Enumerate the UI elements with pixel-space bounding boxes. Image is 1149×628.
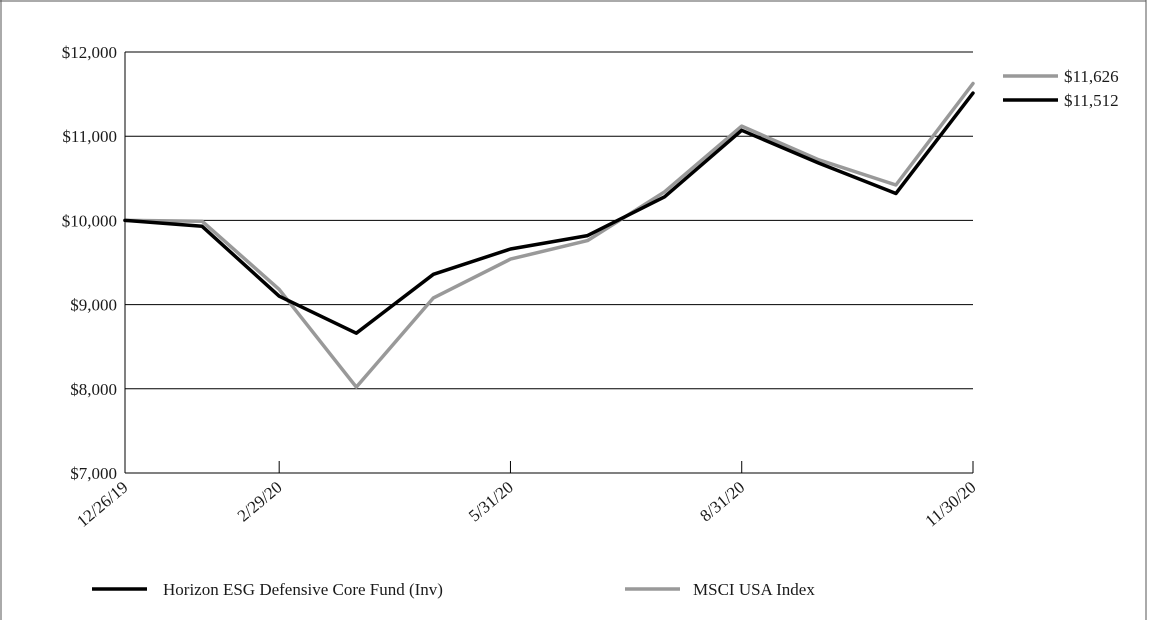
x-tick-label: 2/29/20 bbox=[234, 478, 286, 526]
x-tick-label: 8/31/20 bbox=[696, 478, 748, 526]
legend-label-horizon-esg-defensive-core-fund-inv: Horizon ESG Defensive Core Fund (Inv) bbox=[163, 580, 443, 599]
legend-label-msci-usa-index: MSCI USA Index bbox=[693, 580, 815, 599]
grid-lines bbox=[125, 51, 973, 390]
series-line-msci-usa-index bbox=[123, 81, 975, 389]
y-tick-label: $8,000 bbox=[70, 380, 117, 399]
series-lines bbox=[123, 81, 975, 389]
y-tick-label: $9,000 bbox=[70, 296, 117, 315]
y-tick-label: $11,000 bbox=[62, 127, 117, 146]
end-value-label: $11,626 bbox=[1064, 67, 1119, 86]
end-value-label: $11,512 bbox=[1064, 91, 1119, 110]
series-line-horizon-esg-defensive-core-fund-inv bbox=[123, 91, 975, 335]
axes: $7,000 $8,000 $9,000 $10,000 $11,000 $12,000 1… bbox=[62, 43, 980, 531]
end-labels: $11,626 $11,512 bbox=[1003, 67, 1119, 110]
x-tick-label: 12/26/19 bbox=[73, 478, 132, 531]
x-tick-label: 5/31/20 bbox=[465, 478, 517, 526]
x-tick-label: 11/30/20 bbox=[922, 478, 980, 531]
y-tick-label: $7,000 bbox=[70, 464, 117, 483]
y-tick-label: $10,000 bbox=[62, 211, 117, 230]
y-tick-label: $12,000 bbox=[62, 43, 117, 62]
legend: Horizon ESG Defensive Core Fund (Inv) MSC… bbox=[92, 580, 815, 599]
